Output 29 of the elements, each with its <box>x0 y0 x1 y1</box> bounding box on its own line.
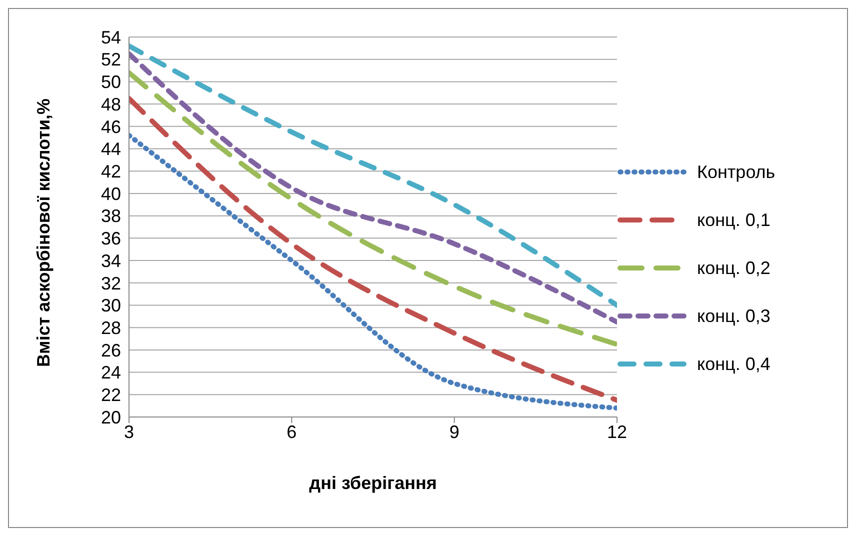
y-tick-label: 44 <box>100 139 121 160</box>
legend-label: Контроль <box>697 162 776 182</box>
y-tick-label: 46 <box>100 116 121 137</box>
y-tick-label: 38 <box>100 206 121 226</box>
legend-label: конц. 0,4 <box>697 354 770 374</box>
y-tick-label: 40 <box>100 184 121 204</box>
y-tick-label: 50 <box>100 72 121 92</box>
y-tick-label: 54 <box>100 27 121 48</box>
y-tick-label: 34 <box>100 250 121 271</box>
y-tick-label: 24 <box>100 362 121 383</box>
y-tick-label: 52 <box>100 50 121 70</box>
legend-label: конц. 0,1 <box>697 210 770 230</box>
x-tick-label: 12 <box>606 422 628 442</box>
legend-label: конц. 0,3 <box>697 306 770 326</box>
y-axis-title: Вміст аскорбінової кислоти,% <box>33 98 54 367</box>
y-tick-label: 22 <box>100 385 121 406</box>
y-tick-label: 36 <box>100 228 121 249</box>
x-axis-title: дні зберігання <box>309 473 437 493</box>
y-tick-label: 28 <box>100 318 121 338</box>
x-tick-label: 6 <box>286 422 297 442</box>
y-tick-label: 30 <box>100 296 121 316</box>
x-tick-label: 9 <box>449 422 460 442</box>
y-tick-label: 32 <box>100 273 121 294</box>
legend-label: конц. 0,2 <box>697 258 770 278</box>
y-tick-label: 20 <box>100 407 121 428</box>
y-tick-label: 48 <box>100 94 121 114</box>
y-tick-label: 26 <box>100 340 121 360</box>
x-tick-label: 3 <box>124 422 134 442</box>
y-tick-label: 42 <box>100 162 121 182</box>
